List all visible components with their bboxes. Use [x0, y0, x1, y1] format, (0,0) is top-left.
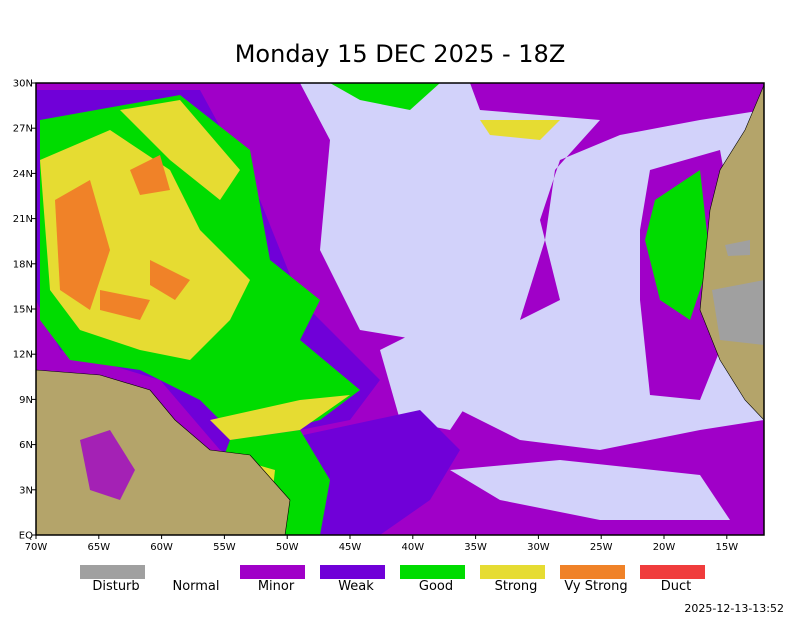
legend-swatch: [80, 565, 145, 579]
lon-label: 60W: [150, 542, 173, 553]
legend-swatch: [320, 565, 385, 579]
lon-label: 20W: [653, 542, 676, 553]
lat-label: 3N: [19, 485, 33, 496]
strong-zone: [210, 395, 350, 440]
legend-label: Duct: [661, 579, 692, 594]
strong-zone: [480, 120, 560, 140]
lat-label: 15N: [13, 305, 33, 316]
lat-label: 24N: [13, 169, 33, 180]
lon-label: 50W: [276, 542, 299, 553]
normal-gap: [450, 460, 730, 520]
lat-label: 21N: [13, 214, 33, 225]
lat-label: 6N: [19, 440, 33, 451]
lat-label: 9N: [19, 395, 33, 406]
lon-label: 40W: [401, 542, 424, 553]
lat-label: 30N: [13, 79, 33, 90]
lon-label: 35W: [464, 542, 487, 553]
legend-label: Good: [419, 579, 453, 594]
lat-label: 27N: [13, 124, 33, 135]
legend-swatch: [480, 565, 545, 579]
disturb-zone: [712, 280, 764, 345]
lat-label: 18N: [13, 259, 33, 270]
legend-swatch: [640, 565, 705, 579]
legend-label: Minor: [258, 579, 295, 594]
minor-zone: [470, 83, 764, 320]
vy-strong-zone: [55, 180, 110, 310]
normal-gap: [380, 330, 470, 430]
lon-label: 15W: [715, 542, 738, 553]
lon-label: 30W: [527, 542, 550, 553]
legend-swatch: [240, 565, 305, 579]
lon-label: 70W: [25, 542, 48, 553]
lat-label: 12N: [13, 350, 33, 361]
lon-label: 55W: [213, 542, 236, 553]
legend-label: Weak: [338, 579, 374, 594]
timestamp: 2025-12-13-13:52: [684, 602, 784, 615]
legend-label: Disturb: [92, 579, 139, 594]
legend-label: Normal: [172, 579, 219, 594]
legend-swatch: [560, 565, 625, 579]
legend-swatch: [400, 565, 465, 579]
legend-label: Vy Strong: [564, 579, 627, 594]
good-zone: [645, 170, 710, 320]
lon-label: 45W: [339, 542, 362, 553]
map-title: Monday 15 DEC 2025 - 18Z: [235, 40, 566, 68]
disturb-zone: [725, 240, 750, 256]
strong-zone: [120, 100, 240, 200]
lon-label: 65W: [87, 542, 110, 553]
land-south-america: [36, 369, 291, 535]
good-zone: [330, 83, 440, 110]
minor-zone: [80, 430, 135, 500]
lat-label: EQ: [19, 531, 33, 542]
vy-strong-zone: [100, 290, 150, 320]
vy-strong-zone: [150, 260, 190, 300]
legend-label: Strong: [495, 579, 538, 594]
lon-label: 25W: [590, 542, 613, 553]
map-field: [36, 83, 764, 535]
vy-strong-zone: [130, 155, 170, 195]
